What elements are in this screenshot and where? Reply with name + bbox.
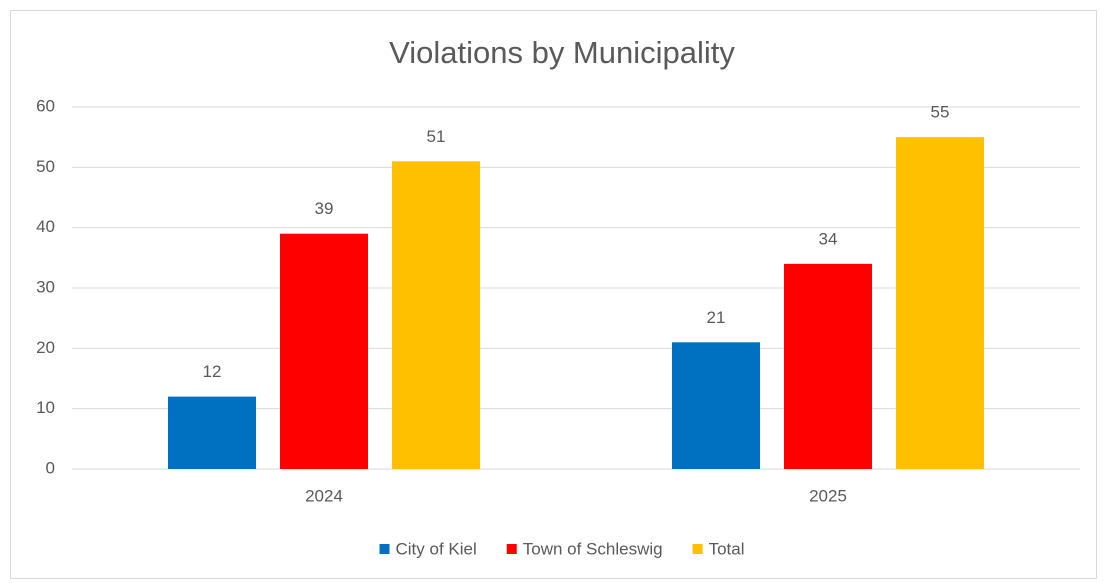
y-tick-label: 20 xyxy=(36,338,55,357)
chart-title: Violations by Municipality xyxy=(389,35,735,70)
y-tick-label: 60 xyxy=(36,96,55,115)
data-label: 51 xyxy=(427,127,446,146)
legend-label: Total xyxy=(709,539,745,558)
legend-swatch xyxy=(692,544,703,554)
legend-label: City of Kiel xyxy=(395,539,476,558)
bar xyxy=(392,161,480,470)
data-label: 55 xyxy=(931,103,950,122)
bar xyxy=(280,233,368,469)
y-tick-label: 50 xyxy=(36,157,55,176)
bar xyxy=(672,342,760,469)
data-label: 34 xyxy=(819,229,838,248)
data-label: 39 xyxy=(315,199,334,218)
x-tick-label: 2025 xyxy=(809,486,847,505)
bar xyxy=(784,263,872,469)
y-tick-label: 0 xyxy=(46,458,55,477)
y-tick-label: 10 xyxy=(36,398,55,417)
data-label: 12 xyxy=(203,362,222,381)
bar xyxy=(168,396,256,469)
y-tick-label: 30 xyxy=(36,277,55,296)
bar xyxy=(896,137,984,469)
legend-label: Town of Schleswig xyxy=(523,539,663,558)
legend-swatch xyxy=(506,544,517,554)
data-label: 21 xyxy=(707,308,726,327)
y-tick-label: 40 xyxy=(36,217,55,236)
legend-swatch xyxy=(379,544,390,554)
x-tick-label: 2024 xyxy=(305,486,343,505)
